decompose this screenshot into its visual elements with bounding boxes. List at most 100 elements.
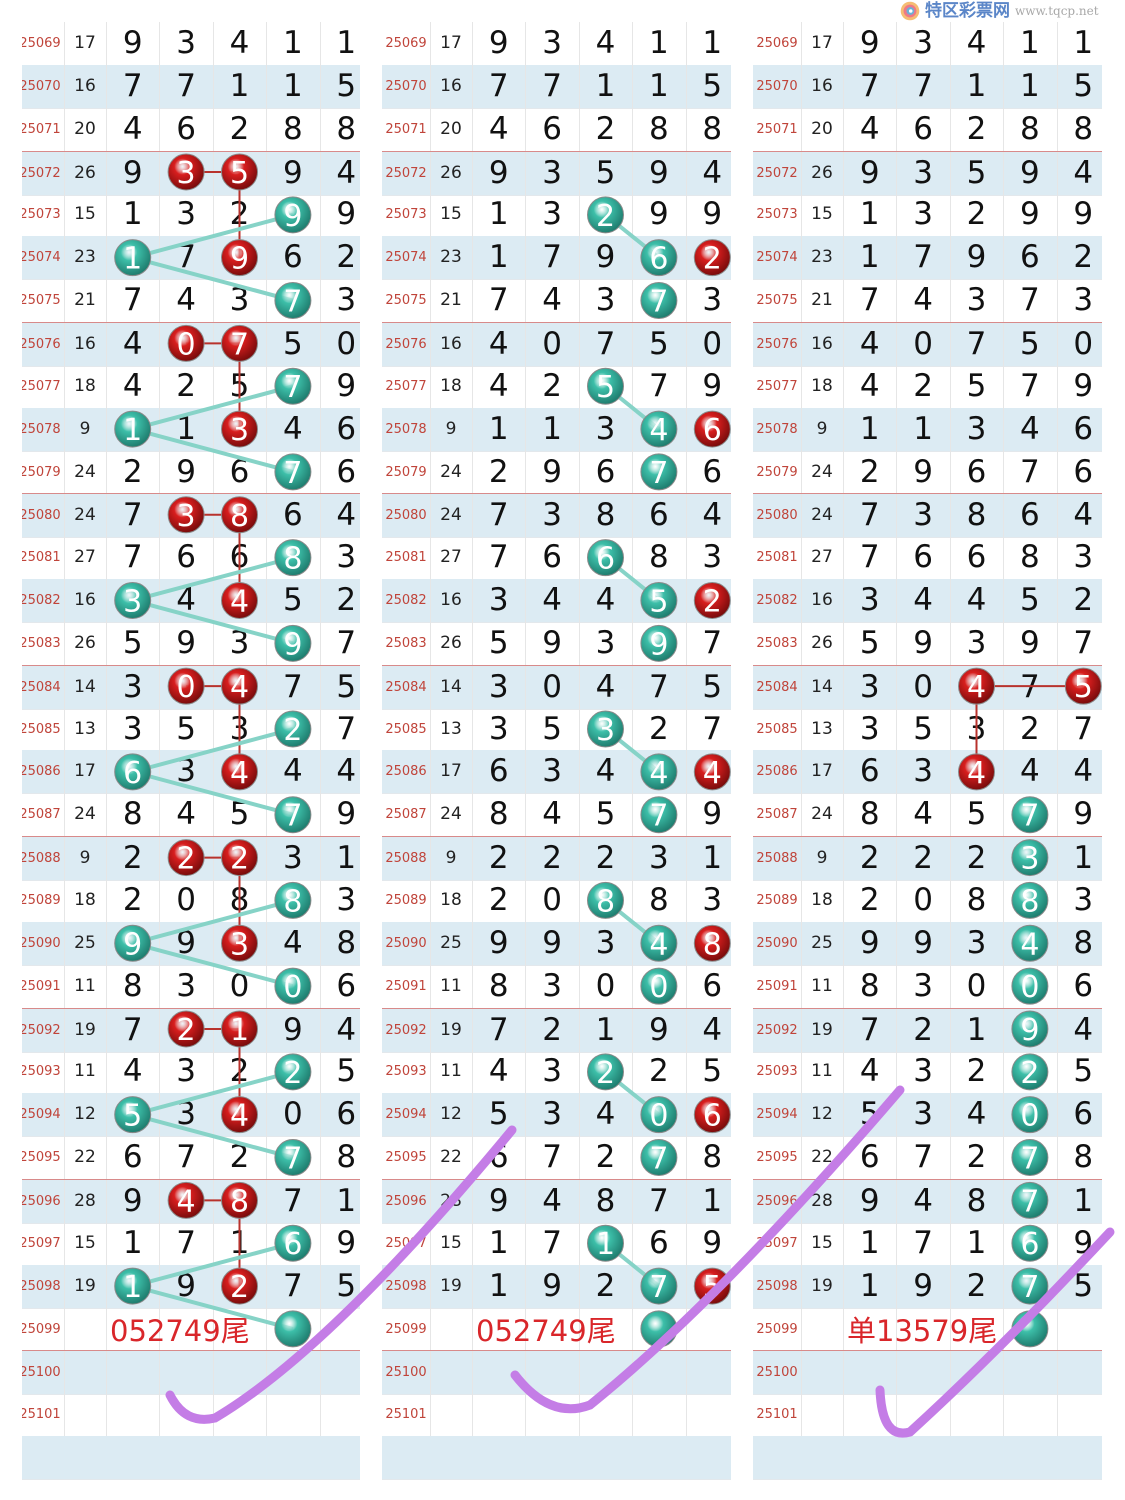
digit-cell: 9 bbox=[1003, 151, 1058, 195]
sum-cell: 11 bbox=[430, 1050, 473, 1094]
digit-cell: 3 bbox=[472, 579, 527, 623]
digit-cell: 2 bbox=[579, 1136, 634, 1180]
period-cell: 25089 bbox=[382, 879, 431, 922]
digit-cell: 6 bbox=[266, 236, 321, 280]
digit-cell bbox=[106, 921, 161, 965]
digit-cell: 4 bbox=[106, 364, 161, 408]
digit-cell: 1 bbox=[579, 64, 634, 108]
period-cell: 25069 bbox=[753, 22, 802, 65]
digit-cell: 9 bbox=[320, 365, 360, 408]
digit-cell: 1 bbox=[1057, 1180, 1102, 1223]
period-cell: 25094 bbox=[382, 1093, 431, 1137]
digit-cell: 5 bbox=[106, 621, 161, 665]
digit-cell: 1 bbox=[632, 22, 687, 65]
digit-cell bbox=[213, 1393, 268, 1437]
digit-cell: 2 bbox=[896, 1008, 951, 1052]
digit-cell: 8 bbox=[1057, 1136, 1102, 1179]
period-cell: 25072 bbox=[22, 151, 65, 195]
digit-cell: 3 bbox=[525, 193, 580, 237]
digit-cell: 2 bbox=[632, 707, 687, 751]
period-cell: 25077 bbox=[753, 364, 802, 408]
table-row: 25095 22 6 7 2 8 bbox=[753, 1136, 1102, 1181]
sum-cell: 20 bbox=[64, 107, 107, 151]
period-cell: 25079 bbox=[22, 450, 65, 494]
sum-cell bbox=[64, 1393, 107, 1437]
table-row: 25074 23 7 6 2 bbox=[22, 236, 360, 281]
digit-cell: 6 bbox=[1057, 451, 1102, 494]
digit-cell: 3 bbox=[1057, 879, 1102, 922]
sum-cell: 14 bbox=[64, 665, 107, 709]
digit-cell: 9 bbox=[632, 193, 687, 237]
digit-cell: 7 bbox=[843, 64, 898, 108]
digit-cell: 8 bbox=[632, 536, 687, 580]
table-row: 25077 18 4 2 5 9 bbox=[22, 364, 360, 409]
digit-cell bbox=[159, 1393, 214, 1437]
sum-cell: 15 bbox=[64, 193, 107, 237]
digit-cell: 1 bbox=[213, 1221, 268, 1265]
digit-cell: 2 bbox=[950, 1136, 1005, 1180]
period-cell: 25100 bbox=[382, 1351, 431, 1395]
period-cell: 25090 bbox=[22, 921, 65, 965]
period-cell: 25092 bbox=[753, 1008, 802, 1052]
sum-cell: 9 bbox=[801, 407, 844, 451]
digit-cell: 4 bbox=[1003, 750, 1058, 794]
table-row bbox=[753, 1436, 1102, 1480]
digit-cell: 2 bbox=[525, 837, 580, 881]
digit-cell: 6 bbox=[1003, 236, 1058, 280]
digit-cell: 6 bbox=[1003, 494, 1058, 538]
digit-cell bbox=[266, 1221, 321, 1265]
digit-cell: 1 bbox=[686, 1180, 731, 1223]
sum-cell: 18 bbox=[64, 879, 107, 922]
digit-cell: 4 bbox=[579, 579, 634, 623]
digit-cell bbox=[686, 922, 731, 965]
period-cell: 25092 bbox=[22, 1008, 65, 1052]
digit-cell: 7 bbox=[106, 279, 161, 323]
digit-cell: 3 bbox=[159, 22, 214, 65]
period-cell: 25078 bbox=[22, 407, 65, 451]
digit-cell: 1 bbox=[950, 1008, 1005, 1052]
digit-cell: 3 bbox=[896, 151, 951, 195]
digit-cell bbox=[1003, 1307, 1058, 1351]
digit-cell: 6 bbox=[896, 107, 951, 151]
table-row: 25087 24 8 4 5 9 bbox=[22, 793, 360, 838]
digit-cell: 5 bbox=[579, 151, 634, 195]
digit-cell bbox=[579, 536, 634, 580]
digit-cell: 6 bbox=[632, 1221, 687, 1265]
table-row: 25077 18 4 2 5 7 9 bbox=[753, 364, 1102, 409]
digit-cell: 1 bbox=[579, 1008, 634, 1052]
digit-cell: 5 bbox=[1057, 1265, 1102, 1308]
digit-cell bbox=[950, 750, 1005, 794]
digit-cell: 9 bbox=[950, 236, 1005, 280]
digit-cell: 9 bbox=[686, 793, 731, 836]
table-row: 25090 25 9 4 8 bbox=[22, 921, 360, 966]
digit-cell: 9 bbox=[472, 22, 527, 65]
digit-cell: 4 bbox=[686, 152, 731, 195]
sum-cell: 12 bbox=[64, 1093, 107, 1137]
digit-cell: 1 bbox=[525, 407, 580, 451]
table-row: 25083 26 5 9 3 7 bbox=[22, 621, 360, 666]
digit-cell: 1 bbox=[843, 407, 898, 451]
period-cell: 25069 bbox=[22, 22, 65, 65]
digit-cell: 9 bbox=[1057, 793, 1102, 836]
digit-cell: 3 bbox=[525, 1050, 580, 1094]
digit-cell: 4 bbox=[266, 921, 321, 965]
table-row: 25069 17 9 3 4 1 1 bbox=[22, 22, 360, 66]
digit-cell: 9 bbox=[843, 151, 898, 195]
digit-cell: 4 bbox=[525, 279, 580, 323]
digit-cell: 7 bbox=[159, 1136, 214, 1180]
digit-cell bbox=[266, 793, 321, 837]
digit-cell: 3 bbox=[896, 750, 951, 794]
digit-cell: 3 bbox=[472, 707, 527, 751]
period-cell: 25088 bbox=[382, 837, 431, 881]
digit-cell: 3 bbox=[950, 707, 1005, 751]
table-row: 25076 16 4 0 7 5 0 bbox=[753, 321, 1102, 367]
digit-cell: 7 bbox=[579, 322, 634, 366]
digit-cell: 9 bbox=[896, 450, 951, 494]
table-row: 25084 14 3 0 4 7 5 bbox=[382, 664, 731, 710]
sum-cell: 26 bbox=[64, 621, 107, 665]
digit-cell: 9 bbox=[686, 1222, 731, 1265]
digit-cell: 6 bbox=[843, 750, 898, 794]
period-cell: 25091 bbox=[22, 964, 65, 1008]
digit-cell: 3 bbox=[896, 193, 951, 237]
sum-cell: 25 bbox=[430, 921, 473, 965]
